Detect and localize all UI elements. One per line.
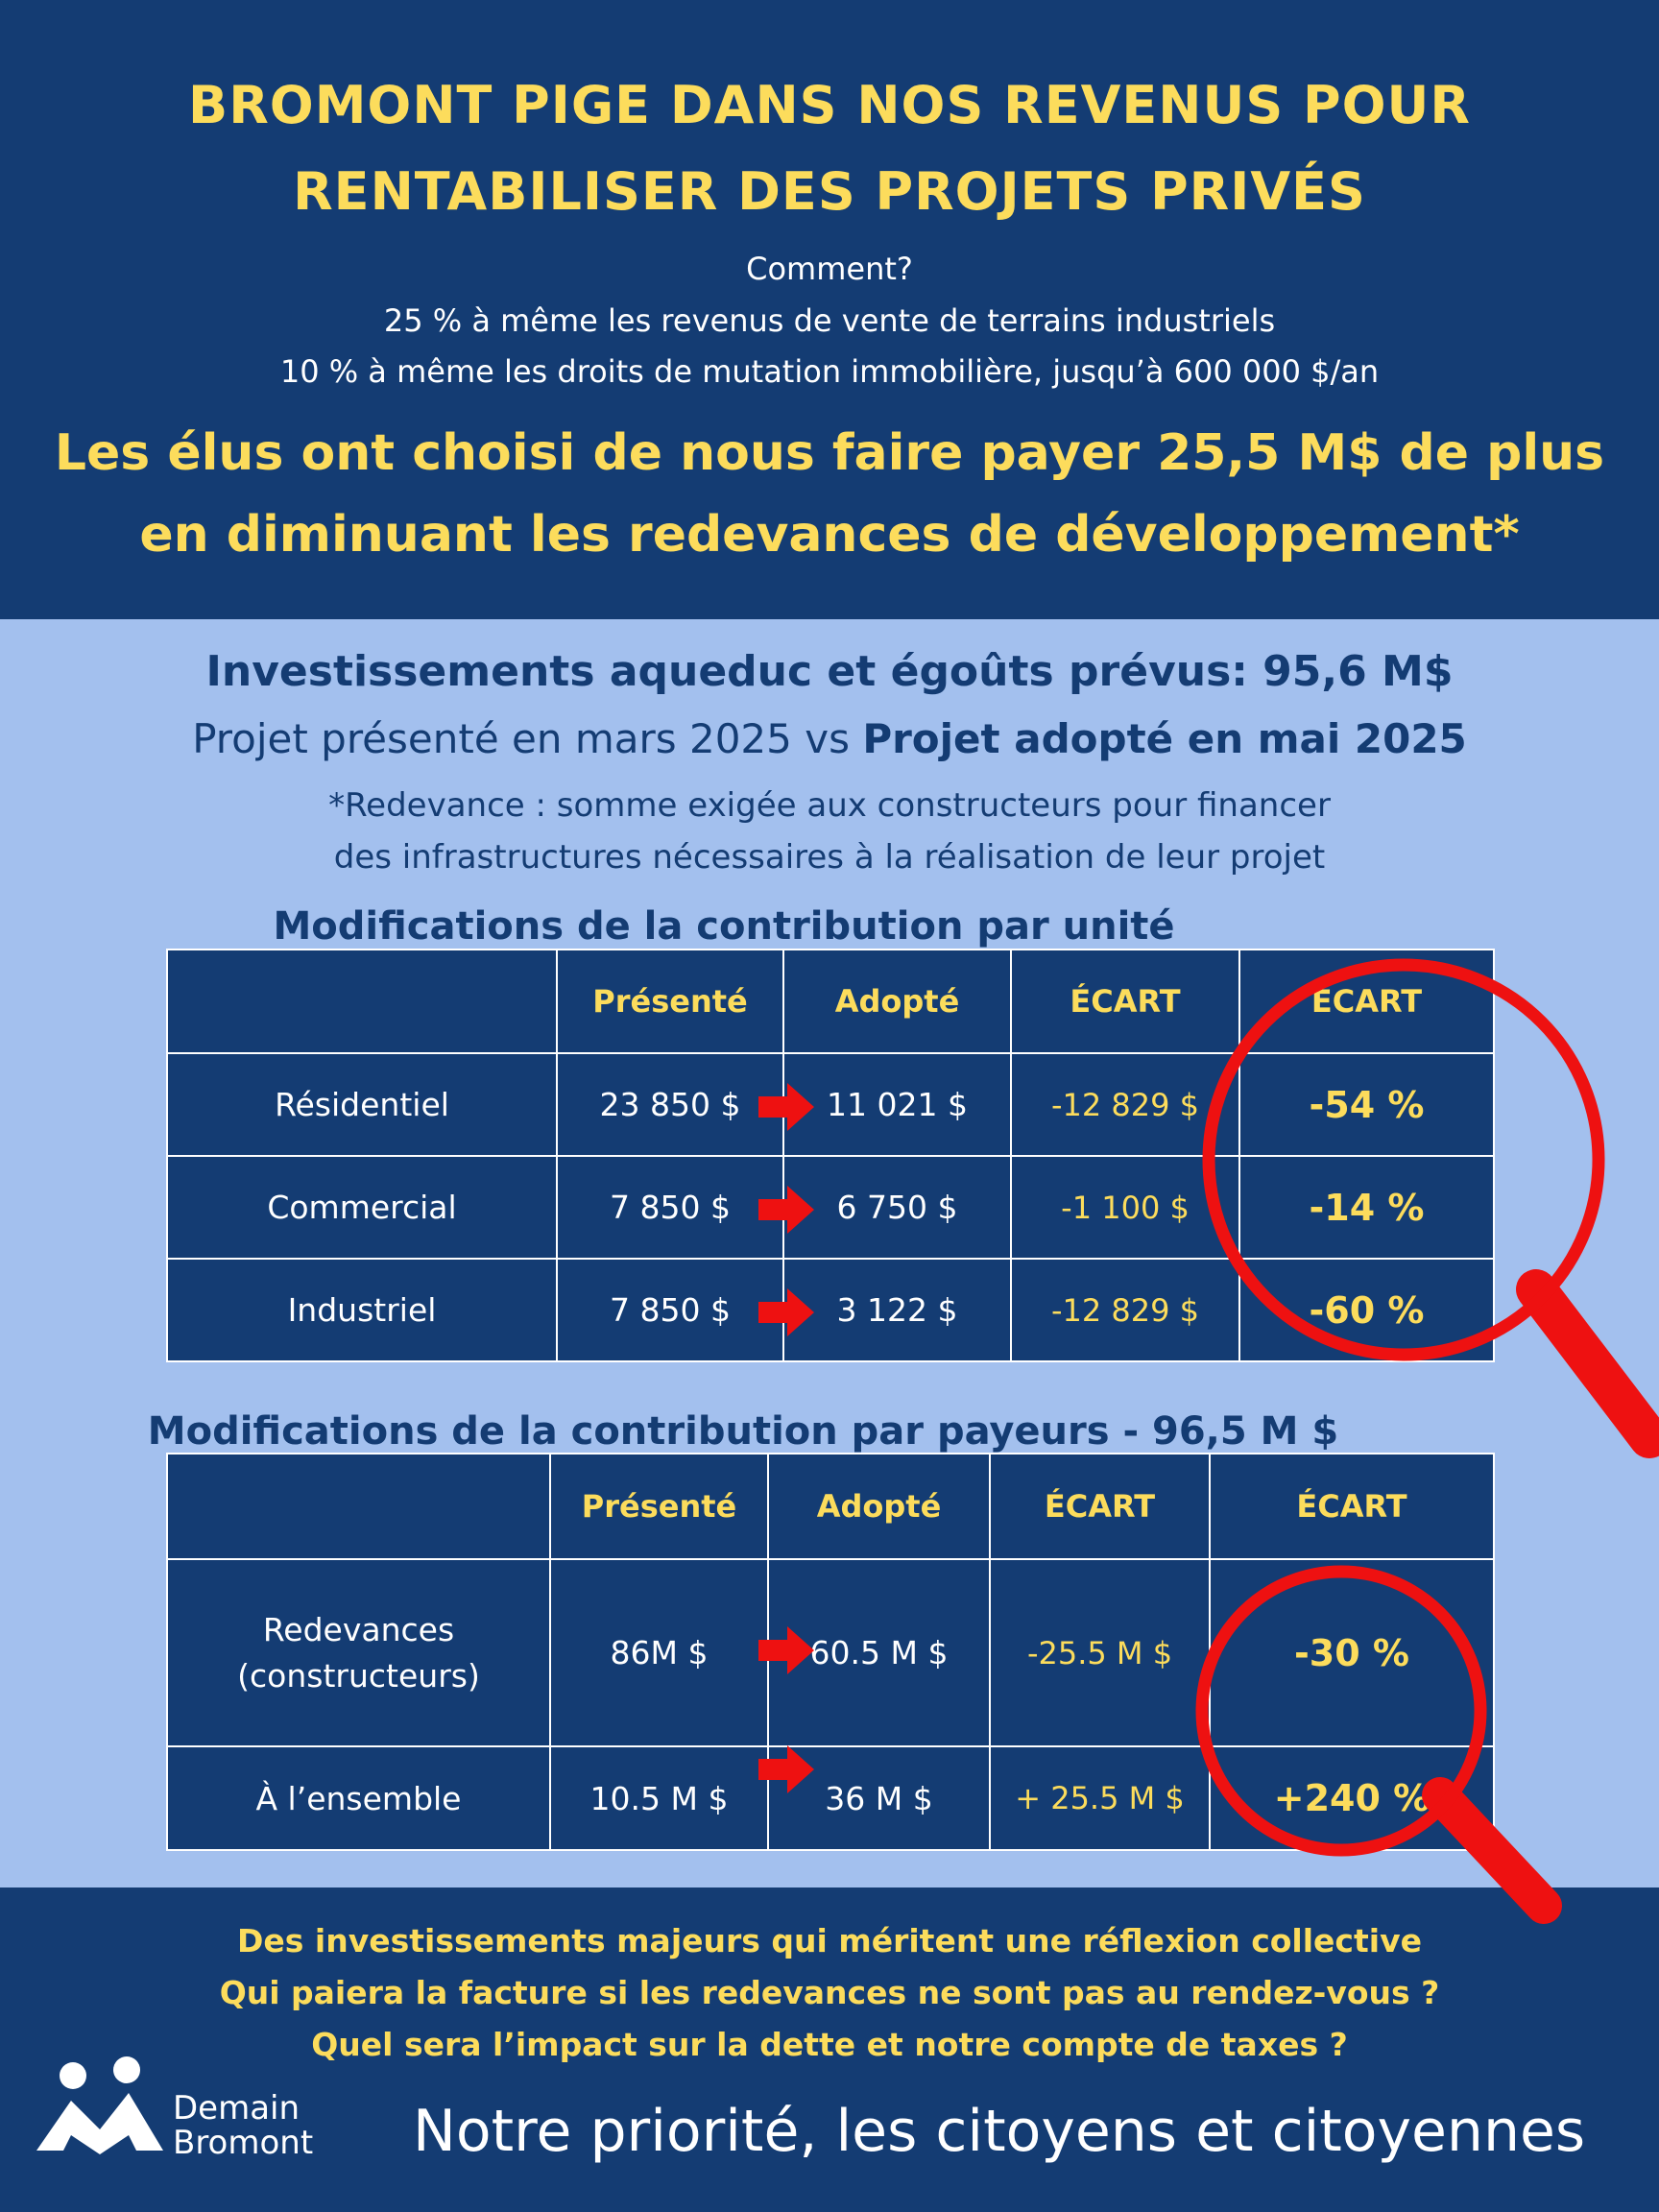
subtitle-line3: 10 % à même les droits de mutation immob… [279, 353, 1380, 390]
ecart-value: -25.5 M $ [989, 1558, 1211, 1747]
row-label: Résidentiel [166, 1052, 558, 1157]
table2-header-row: Présenté Adopté ÉCART ÉCART [166, 1453, 1495, 1560]
tagline: Notre priorité, les citoyens et citoyenn… [413, 2098, 1586, 2165]
table-row: À l’ensemble 10.5 M $ 36 M $ + 25.5 M $ … [166, 1745, 1495, 1851]
ecart-value: -12 829 $ [1010, 1258, 1240, 1362]
investments-heading: Investissements aqueduc et égoûts prévus… [205, 647, 1454, 696]
table-per-payer: Présenté Adopté ÉCART ÉCART Redevances (… [166, 1453, 1495, 1851]
table-row: Résidentiel 23 850 $ 11 021 $ -12 829 $ … [166, 1052, 1495, 1157]
table1-header-row: Présenté Adopté ÉCART ÉCART [166, 949, 1495, 1054]
presente-value: 10.5 M $ [549, 1745, 769, 1851]
ecart-value: + 25.5 M $ [989, 1745, 1211, 1851]
adopte-value: 60.5 M $ [767, 1558, 991, 1747]
table-per-unit: Présenté Adopté ÉCART ÉCART Résidentiel … [166, 949, 1495, 1362]
ecart-pct-value: +240 % [1209, 1745, 1495, 1851]
adopte-value: 11 021 $ [782, 1052, 1012, 1157]
page-title-line2: RENTABILISER DES PROJETS PRIVÉS [293, 161, 1366, 222]
note-line2: des infrastructures nécessaires à la réa… [333, 838, 1326, 877]
presente-value: 7 850 $ [556, 1258, 784, 1362]
question-line1: Des investissements majeurs qui méritent… [237, 1922, 1422, 1960]
row-label: Commercial [166, 1155, 558, 1260]
table1-header-empty [166, 949, 558, 1054]
logo-text-line2: Bromont [173, 2124, 314, 2162]
ecart-pct-value: -30 % [1209, 1558, 1495, 1747]
row-label: À l’ensemble [166, 1745, 551, 1851]
presente-value: 86M $ [549, 1558, 769, 1747]
table2-header-presente: Présenté [549, 1453, 769, 1560]
table1-header-presente: Présenté [556, 949, 784, 1054]
table2-header-ecart-pct: ÉCART [1209, 1453, 1495, 1560]
ecart-pct-value: -14 % [1238, 1155, 1495, 1260]
ecart-pct-value: -54 % [1238, 1052, 1495, 1157]
adopte-value: 36 M $ [767, 1745, 991, 1851]
row-label-line1: Redevances [262, 1610, 455, 1648]
comparison-bold: Projet adopté en mai 2025 [862, 715, 1467, 762]
ecart-value: -12 829 $ [1010, 1052, 1240, 1157]
footer-banner [0, 1887, 1659, 2212]
table1-header-adopte: Adopté [782, 949, 1012, 1054]
comparison-line: Projet présenté en mars 2025 vs Projet a… [0, 709, 1659, 770]
table2-title: Modifications de la contribution par pay… [147, 1409, 1339, 1454]
logo-text-line1: Demain [173, 2089, 301, 2128]
page-title-line1: BROMONT PIGE DANS NOS REVENUS POUR [188, 75, 1471, 135]
table1-title: Modifications de la contribution par uni… [273, 904, 1175, 949]
header-banner [0, 0, 1659, 619]
row-label: Redevances (constructeurs) [166, 1558, 551, 1747]
question-line2: Qui paiera la facture si les redevances … [219, 1974, 1440, 2011]
subtitle-line1: Comment? [746, 251, 913, 287]
presente-value: 7 850 $ [556, 1155, 784, 1260]
table2-header-adopte: Adopté [767, 1453, 991, 1560]
row-label-line2: (constructeurs) [237, 1656, 480, 1695]
table-row: Industriel 7 850 $ 3 122 $ -12 829 $ -60… [166, 1258, 1495, 1362]
question-line3: Quel sera l’impact sur la dette et notre… [311, 2026, 1348, 2063]
note-line1: *Redevance : somme exigée aux constructe… [328, 786, 1331, 825]
adopte-value: 6 750 $ [782, 1155, 1012, 1260]
headline-line2: en diminuant les redevances de développe… [139, 506, 1520, 564]
comparison-plain: Projet présenté en mars 2025 vs [192, 715, 863, 762]
row-label: Industriel [166, 1258, 558, 1362]
headline-line1: Les élus ont choisi de nous faire payer … [54, 424, 1605, 482]
adopte-value: 3 122 $ [782, 1258, 1012, 1362]
table2-header-empty [166, 1453, 551, 1560]
presente-value: 23 850 $ [556, 1052, 784, 1157]
ecart-pct-value: -60 % [1238, 1258, 1495, 1362]
table2-header-ecart: ÉCART [989, 1453, 1211, 1560]
ecart-value: -1 100 $ [1010, 1155, 1240, 1260]
table1-header-ecart: ÉCART [1010, 949, 1240, 1054]
logo-text: Demain Bromont [173, 2091, 313, 2160]
table-row: Redevances (constructeurs) 86M $ 60.5 M … [166, 1558, 1495, 1747]
subtitle-line2: 25 % à même les revenus de vente de terr… [383, 302, 1276, 339]
people-logo-icon [33, 2055, 167, 2160]
table1-header-ecart-pct: ÉCART [1238, 949, 1495, 1054]
table-row: Commercial 7 850 $ 6 750 $ -1 100 $ -14 … [166, 1155, 1495, 1260]
